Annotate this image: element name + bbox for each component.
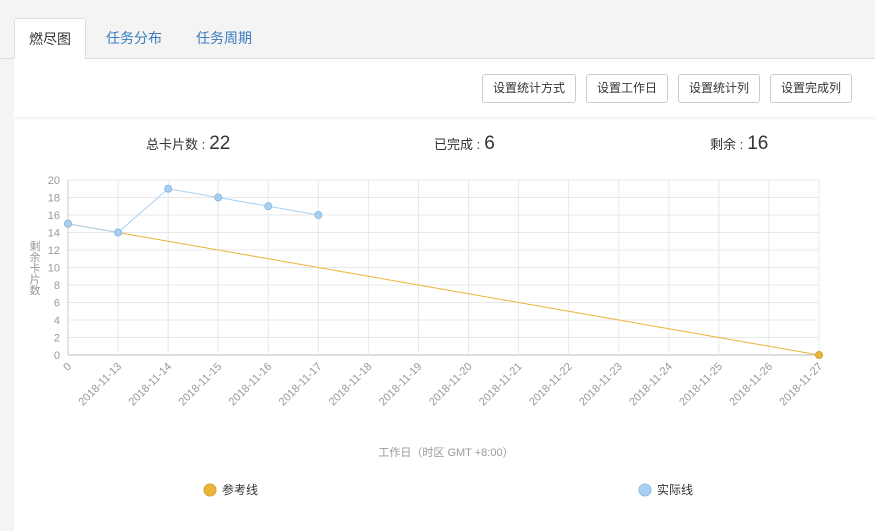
series-line [67,188,319,234]
y-tick-label: 20 [48,175,60,187]
x-tick-label: 2018-11-25 [677,361,725,409]
y-tick-label: 4 [54,315,60,327]
y-tick-label: 6 [54,298,60,310]
stat-label: 总卡片数 : [146,137,206,152]
x-tick-label: 2018-11-14 [127,361,175,409]
tab[interactable]: 燃尽图 [14,18,86,59]
point [214,193,223,202]
tab-bar: 燃尽图 任务分布 任务周期 [0,0,875,59]
x-tick-label: 2018-11-16 [227,361,275,409]
point [264,202,273,211]
y-tick-label: 2 [54,333,60,345]
stat-value: 6 [484,133,495,154]
point [815,351,823,359]
x-tick-label: 2018-11-26 [727,361,775,409]
stat: 总卡片数 :22 [146,133,230,155]
y-tick-label: 10 [48,263,60,275]
x-tick-label: 2018-11-19 [377,361,425,409]
stat: 已完成 :6 [434,133,495,155]
x-tick-label: 2018-11-24 [627,361,675,409]
toolbar: 设置统计方式 设置工作日 设置统计列 设置完成列 [14,59,875,117]
legend-label: 实际线 [657,482,693,497]
x-tick-label: 0 [61,361,74,374]
x-tick-label: 2018-11-21 [477,361,525,409]
point [64,219,72,228]
series-line [67,223,820,356]
stat-label: 剩余 : [710,137,744,152]
y-tick-label: 12 [48,245,60,257]
y-tick-label: 14 [48,228,60,240]
stat-value: 16 [747,133,769,154]
point [164,184,173,193]
y-tick-label: 8 [54,280,60,292]
x-tick-label: 2018-11-27 [777,361,825,409]
legend-swatch [203,483,217,497]
point [114,228,123,237]
legend-swatch [638,483,652,497]
chart-panel: 总卡片数 :22 已完成 :6 剩余 :16 [14,119,875,531]
y-tick-label: 16 [48,210,60,222]
x-tick-label: 2018-11-15 [177,361,225,409]
stat: 剩余 :16 [710,133,768,155]
y-tick-label: 0 [54,350,60,362]
legend-label: 参考线 [222,482,258,497]
x-tick-label: 2018-11-20 [427,361,475,409]
point [314,211,323,219]
tab[interactable]: 任务周期 [196,30,252,46]
stat-value: 22 [209,133,231,154]
x-tick-label: 2018-11-18 [327,361,375,409]
x-tick-label: 2018-11-22 [527,361,575,409]
button[interactable]: 设置完成列 [770,74,853,103]
y-axis-label: 剩余卡片数 [28,240,41,296]
x-tick-label: 2018-11-13 [76,361,124,409]
x-tick-label: 2018-11-23 [577,361,625,409]
x-tick-label: 2018-11-17 [277,361,325,409]
tab[interactable]: 任务分布 [106,30,162,46]
button[interactable]: 设置工作日 [586,74,669,103]
y-tick-label: 18 [48,193,60,205]
button[interactable]: 设置统计列 [678,74,761,103]
button[interactable]: 设置统计方式 [482,74,577,103]
x-axis-label: 工作日（时区 GMT +8:00） [378,446,513,459]
stat-label: 已完成 : [434,137,481,152]
